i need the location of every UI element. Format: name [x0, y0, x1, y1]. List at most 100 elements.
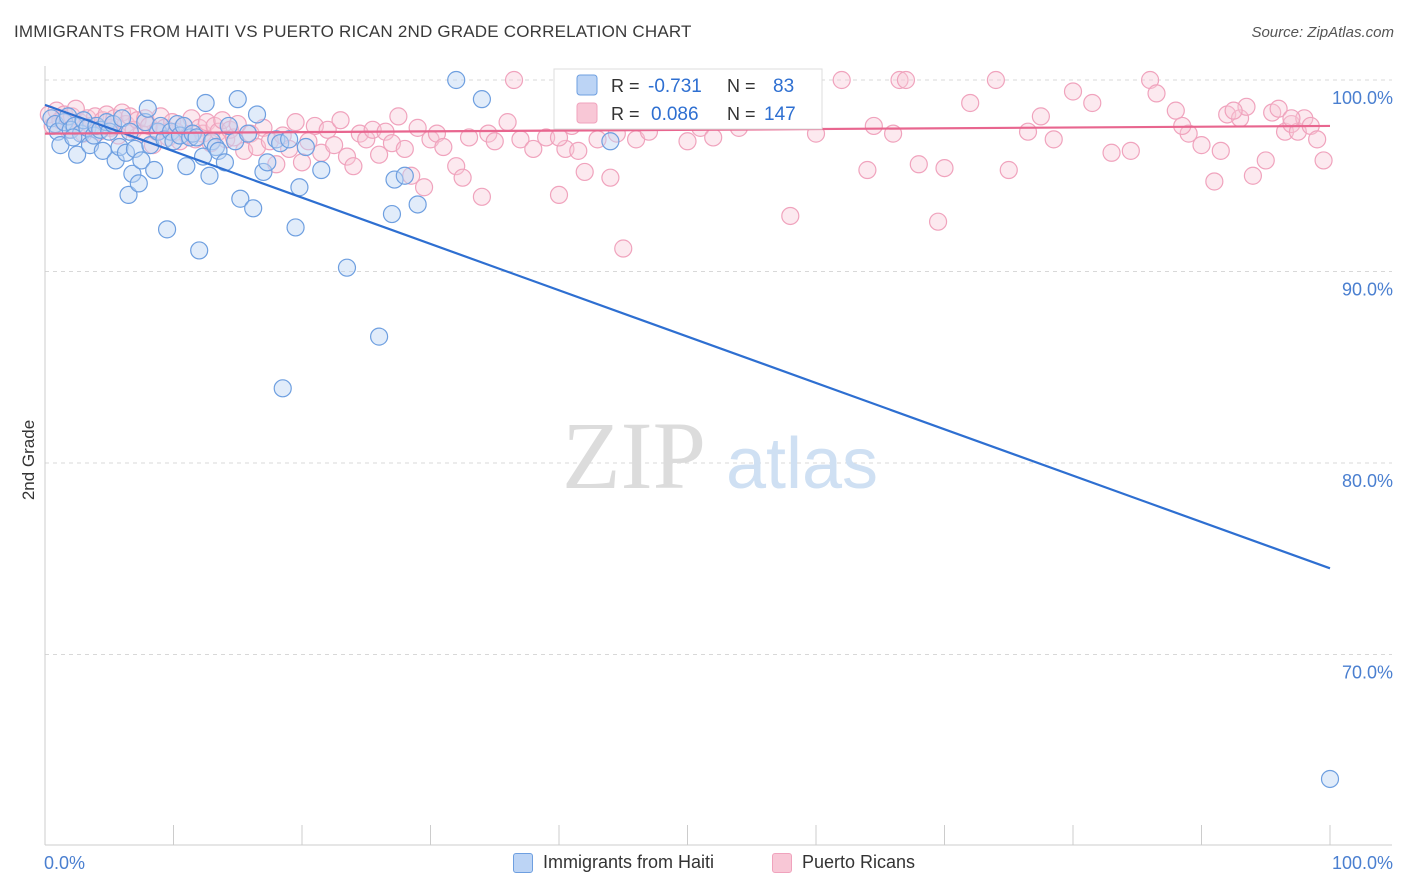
haiti-point-67 — [286, 218, 305, 237]
haiti-point-25 — [123, 164, 142, 183]
stats-n-value-haiti: 83 — [773, 76, 794, 97]
puerto-rican-point-123 — [1083, 93, 1102, 113]
stats-swatch-haiti — [576, 74, 598, 96]
puerto-rican-point-132 — [1211, 141, 1230, 160]
puerto-rican-point-124 — [1102, 143, 1121, 162]
stats-n-label: N = — [727, 76, 756, 96]
puerto-rican-point-95 — [575, 162, 594, 182]
puerto-rican-point-78 — [414, 178, 434, 197]
haiti-point-24 — [119, 185, 138, 204]
legend-label-haiti: Immigrants from Haiti — [543, 852, 715, 872]
haiti-point-28 — [132, 151, 151, 170]
puerto-rican-point-121 — [1044, 130, 1063, 149]
puerto-rican-point-145 — [1308, 130, 1327, 149]
y-tick-label-2: 90.0% — [1342, 280, 1393, 300]
axes — [44, 66, 1392, 846]
puerto-rican-point-128 — [1166, 101, 1185, 120]
stats-legend: R = -0.731 N = 83 R = 0.086 N = 147 — [553, 68, 823, 130]
haiti-point-32 — [145, 160, 164, 180]
puerto-rican-point-88 — [498, 113, 517, 132]
puerto-rican-point-146 — [1314, 151, 1333, 170]
puerto-rican-point-83 — [453, 168, 472, 187]
puerto-rican-point-71 — [370, 145, 389, 164]
legend-swatch-haiti — [513, 852, 533, 873]
puerto-rican-point-74 — [389, 107, 408, 126]
haiti-point-75 — [395, 166, 414, 185]
haiti-point-73 — [382, 204, 402, 224]
puerto-rican-point-120 — [1031, 107, 1050, 126]
haiti-point-71 — [337, 258, 357, 277]
source-label: Source: ZipAtlas.com — [1251, 24, 1394, 41]
puerto-rican-point-136 — [1243, 166, 1263, 185]
haiti-point-72 — [370, 327, 389, 346]
puerto-rican-point-118 — [999, 160, 1018, 180]
puerto-rican-point-66 — [337, 147, 357, 166]
x-tick-label-0: 0.0% — [44, 853, 85, 873]
haiti-point-8 — [68, 145, 87, 164]
haiti-point-70 — [312, 160, 331, 180]
y-tick-label-1: 80.0% — [1342, 471, 1393, 491]
puerto-rican-point-150 — [864, 116, 883, 136]
puerto-rican-point-154 — [896, 70, 916, 90]
puerto-rican-point-105 — [704, 128, 723, 147]
haiti-point-27 — [129, 174, 148, 193]
haiti-point-54 — [219, 116, 238, 136]
puerto-rican-point-59 — [292, 153, 312, 172]
haiti-point-79 — [601, 132, 620, 151]
puerto-rican-point-152 — [1224, 101, 1243, 120]
puerto-rican-point-81 — [434, 137, 453, 157]
trend-lines — [44, 103, 1331, 570]
haiti-point-22 — [112, 109, 132, 128]
haiti-point-45 — [187, 128, 206, 147]
puerto-rican-point-115 — [935, 158, 954, 178]
haiti-point-64 — [271, 134, 290, 153]
legend-label-puerto-rican: Puerto Ricans — [802, 852, 916, 872]
y-tick-label-3: 100.0% — [1332, 88, 1393, 108]
haiti-point-77 — [447, 70, 466, 90]
puerto-rican-point-75 — [395, 139, 414, 159]
puerto-rican-point-65 — [331, 111, 350, 130]
puerto-rican-point-85 — [472, 187, 491, 206]
puerto-rican-point-148 — [504, 70, 524, 90]
puerto-rican-point-114 — [928, 212, 948, 231]
haiti-point-49 — [200, 166, 219, 185]
haiti-point-61 — [254, 162, 273, 182]
puerto-rican-point-111 — [858, 160, 877, 180]
haiti-point-56 — [228, 90, 247, 109]
haiti-point-74 — [385, 170, 404, 189]
haiti-point-60 — [247, 105, 267, 124]
haiti-point-58 — [238, 124, 258, 143]
x-tick-label-1: 100.0% — [1332, 853, 1393, 873]
puerto-rican-point-110 — [832, 70, 851, 90]
watermark-atlas: atlas — [726, 424, 878, 504]
puerto-rican-point-97 — [601, 168, 620, 187]
stats-swatch-puerto-rican — [576, 102, 598, 124]
puerto-rican-point-125 — [1121, 141, 1140, 160]
y-tick-label-0: 70.0% — [1342, 663, 1393, 683]
puerto-rican-point-116 — [961, 93, 980, 113]
haiti-point-81 — [64, 128, 83, 147]
puerto-rican-point-99 — [614, 239, 633, 258]
puerto-rican-point-130 — [1192, 136, 1211, 155]
puerto-rican-point-139 — [1269, 99, 1288, 118]
haiti-point-62 — [258, 153, 277, 172]
puerto-rican-point-92 — [549, 185, 569, 204]
puerto-rican-point-131 — [1205, 172, 1224, 191]
haiti-point-42 — [177, 157, 196, 176]
haiti-point-65 — [273, 379, 292, 398]
haiti-point-76 — [408, 195, 427, 214]
puerto-rican-point-91 — [537, 128, 556, 147]
puerto-rican-point-122 — [1063, 82, 1083, 101]
puerto-rican-point-153 — [1282, 109, 1301, 128]
y-tick-labels: 70.0% 80.0% 90.0% 100.0% — [1332, 88, 1393, 683]
haiti-point-66 — [280, 130, 299, 149]
stats-r-value-puerto-rican: 0.086 — [651, 104, 699, 125]
haiti-point-78 — [472, 90, 491, 109]
legend-item-haiti[interactable]: Immigrants from Haiti — [513, 852, 714, 873]
legend-item-puerto-rican[interactable]: Puerto Ricans — [772, 852, 915, 873]
haiti-point-29 — [136, 113, 155, 132]
haiti-point-20 — [106, 151, 125, 170]
grid-lines — [45, 79, 1392, 655]
puerto-rican-point-127 — [1147, 84, 1166, 103]
puerto-rican-point-63 — [318, 120, 337, 139]
